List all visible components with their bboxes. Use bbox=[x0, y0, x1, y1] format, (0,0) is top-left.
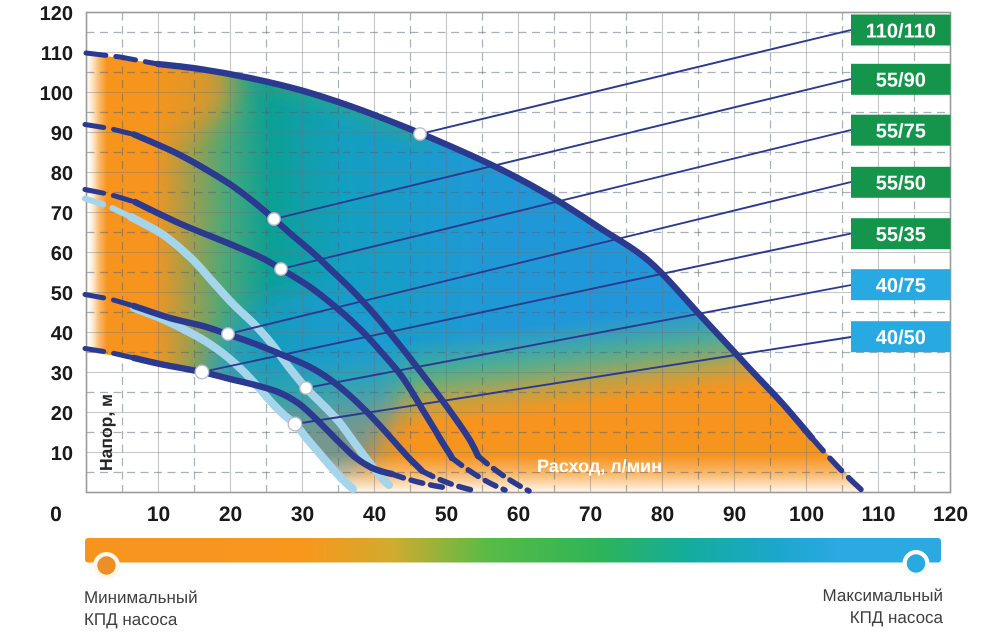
svg-text:120: 120 bbox=[40, 3, 73, 25]
svg-text:50: 50 bbox=[435, 503, 458, 526]
svg-text:100: 100 bbox=[789, 503, 824, 526]
svg-text:10: 10 bbox=[51, 443, 73, 465]
svg-text:40: 40 bbox=[51, 323, 73, 345]
svg-text:55/75: 55/75 bbox=[876, 121, 926, 143]
svg-text:120: 120 bbox=[933, 503, 968, 526]
svg-text:70: 70 bbox=[579, 503, 602, 526]
svg-text:Максимальный: Максимальный bbox=[823, 586, 943, 605]
svg-text:55/90: 55/90 bbox=[876, 70, 926, 92]
svg-text:КПД насоса: КПД насоса bbox=[84, 610, 178, 629]
svg-text:Расход, л/мин: Расход, л/мин bbox=[537, 456, 662, 476]
svg-text:40/75: 40/75 bbox=[876, 275, 926, 297]
svg-text:Минимальный: Минимальный bbox=[84, 588, 198, 607]
svg-text:30: 30 bbox=[51, 363, 73, 385]
svg-text:40: 40 bbox=[363, 503, 386, 526]
svg-text:55/50: 55/50 bbox=[876, 173, 926, 195]
svg-text:100: 100 bbox=[40, 83, 73, 105]
svg-text:110: 110 bbox=[41, 43, 73, 65]
svg-text:20: 20 bbox=[219, 503, 242, 526]
svg-text:Напор, м: Напор, м bbox=[96, 394, 116, 471]
svg-text:10: 10 bbox=[147, 503, 170, 526]
svg-text:80: 80 bbox=[651, 503, 674, 526]
svg-text:110: 110 bbox=[862, 503, 896, 526]
svg-text:0: 0 bbox=[50, 503, 62, 526]
svg-text:90: 90 bbox=[51, 123, 73, 145]
svg-text:20: 20 bbox=[51, 403, 73, 425]
svg-text:90: 90 bbox=[723, 503, 746, 526]
svg-text:60: 60 bbox=[507, 503, 530, 526]
svg-text:КПД насоса: КПД насоса bbox=[850, 608, 944, 627]
svg-text:60: 60 bbox=[51, 243, 73, 265]
svg-text:55/35: 55/35 bbox=[876, 224, 926, 246]
svg-text:70: 70 bbox=[51, 203, 73, 225]
svg-text:40/50: 40/50 bbox=[876, 327, 926, 349]
svg-text:50: 50 bbox=[51, 283, 73, 305]
svg-text:110/110: 110/110 bbox=[866, 20, 936, 42]
svg-text:80: 80 bbox=[51, 163, 73, 185]
svg-text:30: 30 bbox=[291, 503, 314, 526]
